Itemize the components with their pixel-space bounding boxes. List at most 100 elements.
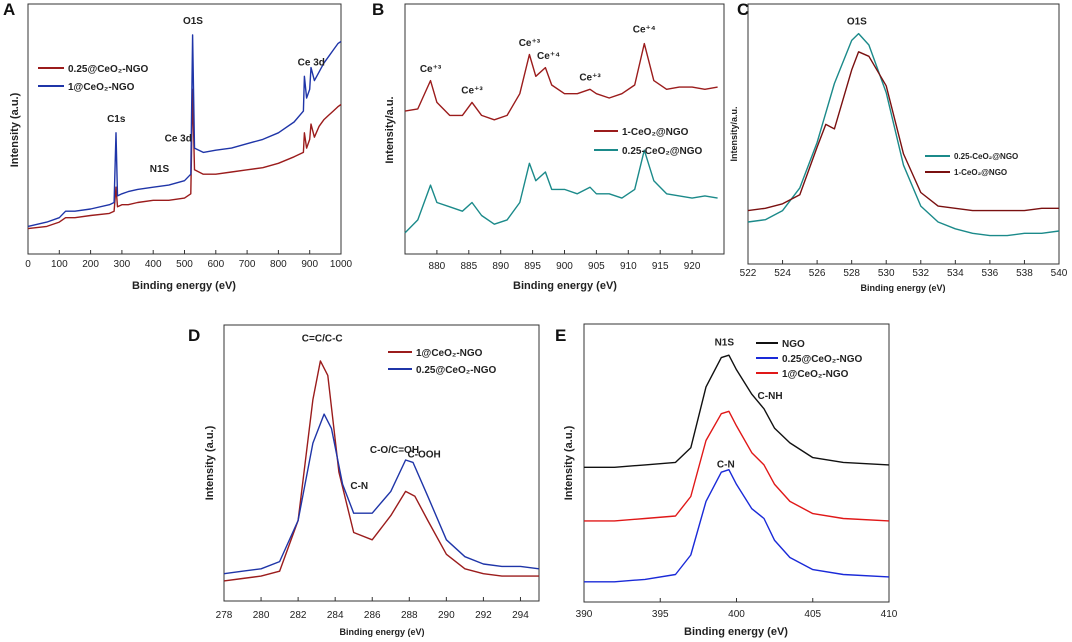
panel-a-x-ticks: 0 100 200 300 400 500 600 700 800 900 1000 (25, 250, 353, 270)
legend-label: 1@CeO₂-NGO (416, 348, 483, 359)
panel-c-x-label: Binding energy (eV) (860, 283, 945, 293)
peak-annotation: C-N (717, 459, 735, 470)
panel-a-legend: 0.25@CeO₂-NGO 1@CeO₂-NGO (38, 64, 149, 93)
series-line (747, 32, 1060, 237)
panel-d-annotations: C=C/C-C C-N C-O/C=OHC-OOH (302, 334, 441, 492)
legend-label: 1-CeO₂@NGO (954, 168, 1007, 177)
peak-annotation: C=C/C-C (302, 334, 343, 345)
x-tick-label: 534 (947, 268, 964, 279)
legend-label: 0.25-CeO₂@NGO (954, 152, 1018, 161)
x-tick-label: 900 (301, 259, 318, 270)
x-tick-label: 292 (475, 610, 492, 621)
x-tick-label: 524 (774, 268, 791, 279)
peak-annotation: N1S (150, 164, 170, 175)
x-tick-label: 0 (25, 259, 31, 270)
panel-e: E 390 395 400 405 410 N1S C-NH C-N Binding ene… (555, 323, 898, 638)
x-tick-label: 410 (881, 609, 898, 620)
peak-annotation: Ce⁺³ (420, 64, 442, 75)
series-line (27, 88, 342, 230)
x-tick-label: 526 (809, 268, 826, 279)
panel-a-x-label: Binding energy (eV) (132, 280, 236, 292)
x-tick-label: 395 (652, 609, 669, 620)
peak-annotation: O1S (183, 16, 203, 27)
panel-c-legend: 0.25-CeO₂@NGO 1-CeO₂@NGO (925, 152, 1018, 177)
x-tick-label: 600 (207, 259, 224, 270)
peak-annotation: Ce⁺³ (461, 86, 483, 97)
x-tick-label: 282 (290, 610, 307, 621)
x-tick-label: 200 (82, 259, 99, 270)
x-tick-label: 280 (253, 610, 270, 621)
x-tick-label: 915 (652, 261, 669, 272)
panel-a-series (27, 34, 342, 230)
panel-b-y-label: Intensity/a.u. (384, 96, 396, 163)
panel-e-annotations: N1S C-NH C-N (715, 337, 783, 470)
x-tick-label: 400 (728, 609, 745, 620)
x-tick-label: 286 (364, 610, 381, 621)
x-tick-label: 300 (114, 259, 131, 270)
panel-b-x-label: Binding energy (eV) (513, 280, 617, 292)
x-tick-label: 536 (982, 268, 999, 279)
x-tick-label: 522 (740, 268, 757, 279)
x-tick-label: 290 (438, 610, 455, 621)
x-tick-label: 700 (239, 259, 256, 270)
panel-d-frame (223, 324, 540, 602)
panel-e-x-ticks: 390 395 400 405 410 (576, 598, 898, 620)
series-line (584, 410, 890, 522)
panel-d: D 278 280 282 284 286 288 290 292 294 C=C/C-C C-N… (188, 324, 540, 637)
panel-c-y-label: Intensity/a.u. (729, 106, 739, 161)
panel-e-y-label: Intensity (a.u.) (563, 425, 575, 500)
x-tick-label: 500 (176, 259, 193, 270)
panel-d-legend: 1@CeO₂-NGO 0.25@CeO₂-NGO (388, 348, 497, 376)
panel-e-legend: NGO 0.25@CeO₂-NGO 1@CeO₂-NGO (756, 339, 863, 380)
x-tick-label: 530 (878, 268, 895, 279)
x-tick-label: 390 (576, 609, 593, 620)
x-tick-label: 880 (429, 261, 446, 272)
x-tick-label: 100 (51, 259, 68, 270)
panel-b: B 880 885 890 895 900 905 910 915 920 Ce⁺³Ce⁺³Ce… (372, 0, 725, 292)
x-tick-label: 400 (145, 259, 162, 270)
x-tick-label: 920 (684, 261, 701, 272)
panel-a-y-label: Intensity (a.u.) (9, 92, 21, 167)
legend-label: 1-CeO₂@NGO (622, 127, 689, 138)
panel-b-series (404, 42, 718, 234)
panel-d-series (223, 360, 540, 582)
series-line (584, 469, 890, 583)
panel-c-letter: C (737, 0, 749, 19)
peak-annotation: Ce 3d (165, 134, 192, 145)
peak-annotation: Ce⁺³ (519, 38, 541, 49)
panel-e-series (584, 354, 890, 583)
x-tick-label: 284 (327, 610, 344, 621)
x-tick-label: 910 (620, 261, 637, 272)
panel-c-annotations: O1S (847, 17, 867, 28)
panel-d-y-label: Intensity (a.u.) (204, 425, 216, 500)
x-tick-label: 540 (1051, 268, 1068, 279)
panel-e-letter: E (555, 326, 566, 345)
series-line (584, 354, 890, 468)
panel-c: C 522 524 526 528 530 532 534 536 538 540 O1S Bin… (729, 0, 1068, 293)
panel-b-annotations: Ce⁺³ Ce⁺³ Ce⁺³ Ce⁺⁴ Ce⁺³ Ce⁺⁴ (420, 25, 656, 97)
legend-label: 0.25-CeO₂@NGO (622, 146, 703, 157)
panel-a-annotations: O1S C1s Ce 3d N1S Ce 3d (107, 16, 325, 175)
legend-label: 1@CeO₂-NGO (782, 369, 849, 380)
legend-label: 0.25@CeO₂-NGO (782, 354, 863, 365)
peak-annotation: C-N (350, 481, 368, 492)
x-tick-label: 405 (804, 609, 821, 620)
panel-a-letter: A (3, 0, 15, 19)
panel-d-x-ticks: 278 280 282 284 286 288 290 292 294 (216, 597, 529, 621)
peak-annotation: C1s (107, 114, 126, 125)
legend-label: 0.25@CeO₂-NGO (416, 365, 497, 376)
x-tick-label: 890 (492, 261, 509, 272)
panel-d-letter: D (188, 326, 200, 345)
x-tick-label: 294 (512, 610, 529, 621)
peak-annotation: N1S (715, 337, 735, 348)
panel-d-x-label: Binding energy (eV) (339, 627, 424, 637)
x-tick-label: 1000 (330, 259, 353, 270)
x-tick-label: 288 (401, 610, 418, 621)
panel-a-frame (27, 3, 342, 255)
peak-annotation: O1S (847, 17, 867, 28)
peak-annotation: Ce⁺⁴ (537, 51, 560, 62)
x-tick-label: 528 (843, 268, 860, 279)
series-line (223, 413, 540, 575)
x-tick-label: 895 (524, 261, 541, 272)
